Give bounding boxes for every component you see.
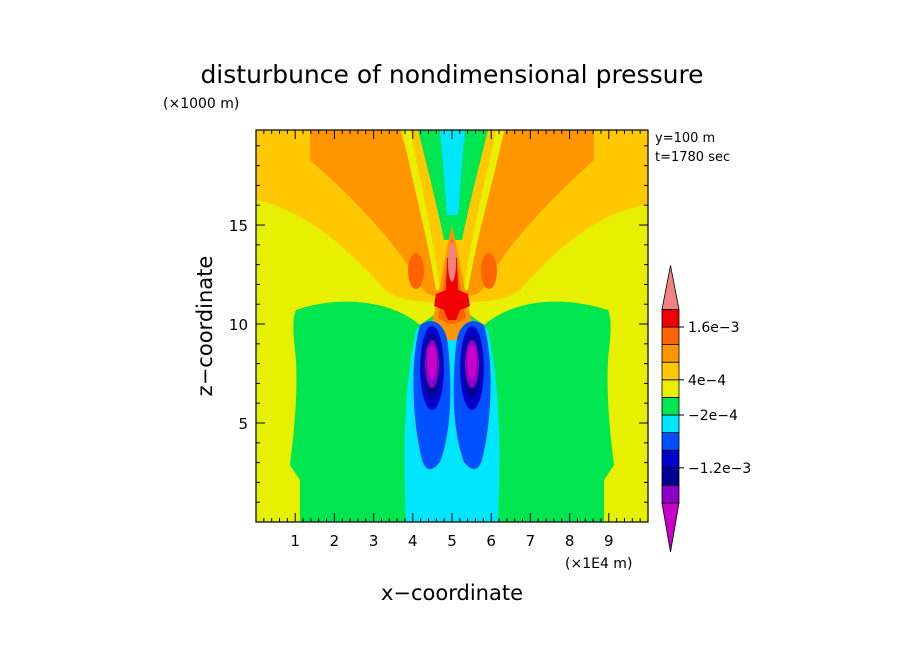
chart-title: disturbunce of nondimensional pressure (200, 60, 703, 89)
y-unit-label: (×1000 m) (163, 96, 239, 112)
band-deep-orange-right (481, 253, 497, 289)
x-tick-label: 6 (486, 532, 496, 550)
colorbar-swatch (661, 344, 680, 363)
colorbar-swatch (661, 467, 680, 486)
x-tick-label: 3 (369, 532, 379, 550)
x-unit-label: (×1E4 m) (565, 556, 632, 572)
y-tick-label: 5 (238, 415, 248, 433)
colorbar-swatch (661, 432, 680, 451)
colorbar-label: −2e−4 (688, 408, 738, 424)
axis-tick-labels: 1 2 3 4 5 6 7 8 9 5 10 15 (229, 217, 614, 550)
colorbar-label: −1.2e−3 (688, 461, 751, 477)
x-tick-label: 5 (447, 532, 457, 550)
x-tick-label: 1 (290, 532, 300, 550)
band-magenta-right (467, 345, 477, 379)
colorbar-bottom-triangle (661, 502, 680, 553)
colorbar-label: 1.6e−3 (688, 320, 740, 336)
colorbar-swatch (661, 308, 680, 328)
band-deep-orange-left (408, 253, 424, 289)
colorbar-swatch (661, 326, 680, 346)
colorbar-swatch (661, 396, 680, 416)
band-magenta-left (427, 345, 437, 379)
colorbar-label: 4e−4 (688, 373, 726, 389)
x-tick-label: 7 (526, 532, 536, 550)
info-y: y=100 m (655, 131, 715, 146)
y-tick-label: 10 (229, 316, 248, 334)
contour-field (256, 130, 648, 522)
band-red-cross (434, 258, 470, 320)
colorbar-swatch (661, 379, 680, 398)
axis-ticks (256, 130, 648, 522)
colorbar-swatch (661, 449, 680, 469)
colorbar-swatch (661, 361, 680, 381)
x-tick-label: 8 (565, 532, 575, 550)
x-axis-label: x−coordinate (381, 581, 523, 605)
colorbar-swatch (661, 414, 680, 434)
x-tick-label: 9 (604, 532, 614, 550)
colorbar-top-triangle (661, 265, 680, 310)
colorbar-swatch (661, 484, 680, 504)
colorbar: −1.2e−3 −2e−4 4e−4 1.6e−3 (661, 265, 751, 553)
y-axis-label: z−coordinate (193, 256, 217, 397)
band-pink-core (448, 242, 456, 282)
info-t: t=1780 sec (655, 150, 730, 165)
x-tick-label: 2 (330, 532, 340, 550)
band-cyan-column (440, 130, 465, 215)
y-tick-label: 15 (229, 217, 248, 235)
x-tick-label: 4 (408, 532, 418, 550)
